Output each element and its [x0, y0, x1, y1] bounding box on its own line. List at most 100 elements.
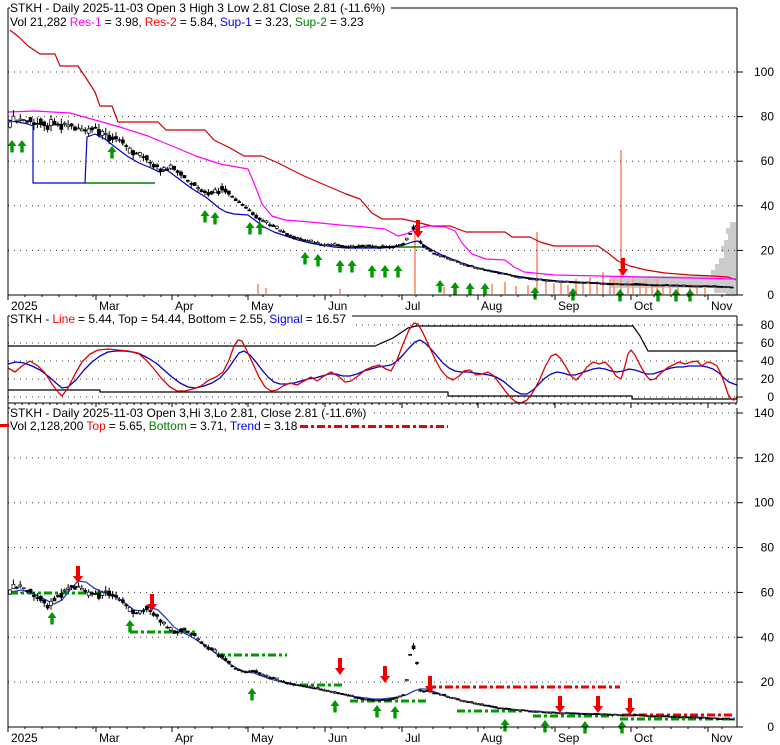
trend-panel-series	[9, 580, 735, 721]
svg-text:40: 40	[761, 199, 775, 213]
oscillator-panel-axes: 0 20 40 60 80	[7, 315, 775, 408]
res1-value: = 3.98,	[104, 15, 142, 29]
buy-arrow-icon	[568, 288, 578, 301]
sell-arrow-icon	[335, 658, 345, 675]
buy-arrow-icon	[450, 282, 460, 295]
bottom-volume-label: Vol 2,128,200	[10, 419, 84, 433]
x-axis-month-label: Nov	[711, 731, 732, 745]
trend-panel-arrows	[47, 566, 635, 734]
oscillator-panel-series	[7, 322, 738, 404]
x-axis-month-label: May	[251, 299, 274, 313]
svg-text:20: 20	[761, 243, 775, 257]
buy-arrow-icon	[380, 265, 390, 278]
buy-arrow-icon	[367, 265, 377, 278]
svg-text:60: 60	[761, 336, 775, 350]
res2-value: = 5.84,	[179, 15, 217, 29]
svg-text:0: 0	[767, 720, 774, 734]
buy-arrow-icon	[347, 260, 357, 273]
x-axis-month-label: Jun	[328, 299, 347, 313]
bottom-panel-title: STKH - Daily 2025-11-03 Open 3,Hi 3,Lo 2…	[10, 407, 373, 420]
x-axis-month-label: Aug	[481, 731, 502, 745]
sup1-label: Sup-1	[219, 15, 252, 29]
x-axis-month-label: Nov	[711, 299, 732, 313]
sell-arrow-icon	[147, 594, 157, 611]
buy-arrow-icon	[255, 222, 265, 235]
osc-prefix: STKH -	[10, 312, 50, 326]
x-axis-month-label: Aug	[481, 299, 502, 313]
buy-arrow-icon	[313, 254, 323, 267]
svg-text:140: 140	[754, 406, 774, 420]
svg-text:100: 100	[754, 496, 774, 510]
price-panel-series	[7, 29, 737, 288]
buy-arrow-icon	[210, 212, 220, 225]
buy-arrow-icon	[530, 287, 540, 300]
osc-signal-label: Signal	[269, 312, 303, 326]
oscillator-panel-legend: STKH - Line = 5.44, Top = 54.44, Bottom = …	[10, 312, 353, 326]
svg-text:100: 100	[754, 65, 774, 79]
sup1-value: = 3.23,	[254, 15, 292, 29]
buy-arrow-icon	[465, 283, 475, 296]
x-axis-month-label: Jul	[405, 299, 420, 313]
top-panel-title: STKH - Daily 2025-11-03 Open 3 High 3 Lo…	[10, 1, 392, 15]
buy-arrow-icon	[300, 252, 310, 265]
x-axis-month-label: Sep	[558, 731, 580, 745]
res2-label: Res-2	[144, 15, 177, 29]
buy-arrow-icon	[480, 283, 490, 296]
buy-arrow-icon	[335, 260, 345, 273]
buy-arrow-icon	[393, 265, 403, 278]
trend-line-stub	[0, 424, 9, 427]
x-axis-month-label: 2025	[11, 731, 38, 745]
buy-arrow-icon	[247, 688, 257, 701]
price-panel-candles	[8, 110, 734, 289]
top-title-text: STKH - Daily 2025-11-03 Open 3 High 3 Lo…	[10, 1, 386, 15]
svg-text:80: 80	[761, 110, 775, 124]
sell-arrow-icon	[380, 666, 390, 683]
oscillator-panel-grid	[8, 324, 737, 398]
res1-label: Res-1	[69, 15, 102, 29]
osc-line-label: Line	[52, 312, 76, 326]
x-axis-month-label: Mar	[99, 731, 120, 745]
price-panel-arrows	[7, 140, 695, 302]
svg-text:80: 80	[761, 541, 775, 555]
buy-arrow-icon	[372, 705, 382, 718]
top-volume-label: Vol 21,282	[10, 15, 67, 29]
svg-text:40: 40	[761, 630, 775, 644]
sell-arrow-icon	[593, 696, 603, 713]
x-axis-month-label: Oct	[634, 299, 653, 313]
bottom-level-label: Bottom	[148, 419, 187, 433]
svg-text:20: 20	[761, 675, 775, 689]
x-axis-month-label: Apr	[175, 731, 194, 745]
x-axis-month-label: Apr	[175, 299, 194, 313]
x-axis-month-label: Jul	[405, 731, 420, 745]
x-axis-month-label: May	[251, 731, 274, 745]
price-panel-grid	[8, 71, 737, 251]
buy-arrow-icon	[17, 140, 27, 153]
osc-line-value: = 5.44, Top = 54.44, Bottom = 2.55,	[78, 312, 267, 326]
sell-arrow-icon	[413, 220, 423, 238]
top-level-label: Top	[86, 419, 106, 433]
svg-text:40: 40	[761, 354, 775, 368]
buy-arrow-icon	[200, 210, 210, 223]
sell-arrow-icon	[625, 698, 635, 715]
buy-arrow-icon	[540, 720, 550, 733]
svg-text:120: 120	[754, 451, 774, 465]
buy-arrow-icon	[47, 612, 57, 625]
top-panel-legend: Vol 21,282 Res-1 = 3.98, Res-2 = 5.84, Sup-1 =…	[10, 16, 370, 29]
bottom-panel-legend: Vol 2,128,200 Top = 5.65, Bottom = 3.71, Tren…	[10, 419, 455, 433]
trend-dash-sample	[300, 425, 449, 428]
buy-arrow-icon	[107, 146, 117, 159]
buy-arrow-icon	[125, 620, 135, 633]
sell-arrow-icon	[555, 696, 565, 713]
bottom-level-value: = 3.71,	[189, 419, 227, 433]
buy-arrow-icon	[390, 706, 400, 719]
trend-panel-candles	[8, 579, 734, 721]
sell-arrow-icon	[425, 676, 435, 693]
svg-text:20: 20	[761, 372, 775, 386]
x-axis-month-label: Oct	[634, 731, 653, 745]
svg-text:60: 60	[761, 585, 775, 599]
sup2-value: = 3.23	[329, 15, 364, 29]
price-panel-axes: 0 20 40 60 80 100 2025 Mar Apr May Jun Jul Aug Sep Oct…	[7, 7, 775, 313]
buy-arrow-icon	[500, 719, 510, 732]
